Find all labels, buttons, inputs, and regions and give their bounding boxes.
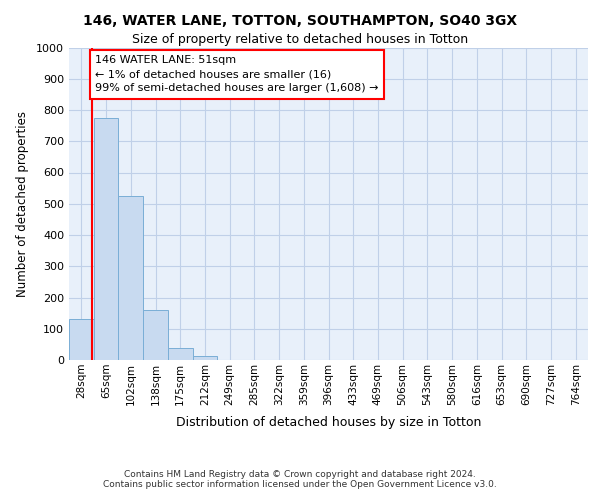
Bar [193, 356, 217, 360]
Bar [168, 348, 193, 360]
Bar [118, 196, 143, 360]
Bar [94, 118, 118, 360]
Text: 146, WATER LANE, TOTTON, SOUTHAMPTON, SO40 3GX: 146, WATER LANE, TOTTON, SOUTHAMPTON, SO… [83, 14, 517, 28]
Text: Size of property relative to detached houses in Totton: Size of property relative to detached ho… [132, 32, 468, 46]
X-axis label: Distribution of detached houses by size in Totton: Distribution of detached houses by size … [176, 416, 481, 429]
Text: Contains HM Land Registry data © Crown copyright and database right 2024.
Contai: Contains HM Land Registry data © Crown c… [103, 470, 497, 489]
Bar [143, 310, 168, 360]
Text: 146 WATER LANE: 51sqm
← 1% of detached houses are smaller (16)
99% of semi-detac: 146 WATER LANE: 51sqm ← 1% of detached h… [95, 56, 379, 94]
Y-axis label: Number of detached properties: Number of detached properties [16, 111, 29, 296]
Bar [69, 320, 94, 360]
